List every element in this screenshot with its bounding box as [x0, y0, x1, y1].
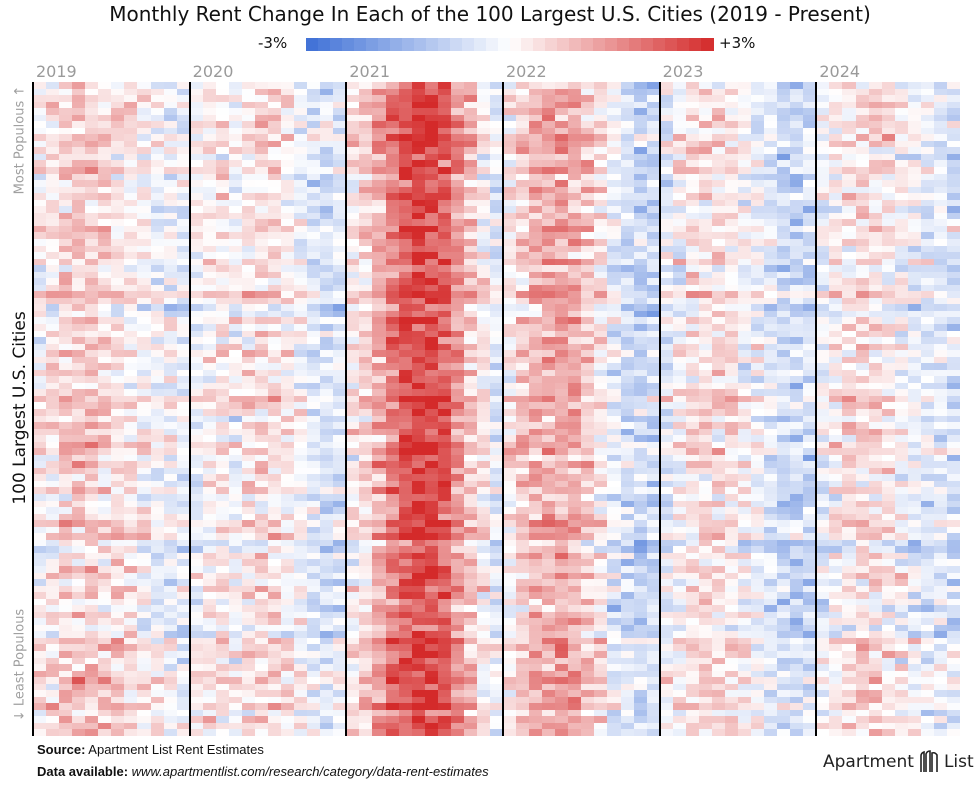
- legend-swatch: [653, 38, 666, 51]
- legend-swatch: [557, 38, 570, 51]
- heatmap-cell: [660, 729, 673, 736]
- heatmap-cell: [320, 729, 333, 736]
- heatmap-cell: [255, 729, 268, 736]
- heatmap-cell: [399, 729, 412, 736]
- year-label-2024: 2024: [819, 62, 860, 81]
- legend-swatch: [390, 38, 403, 51]
- legend-swatch: [366, 38, 379, 51]
- legend-swatch: [330, 38, 343, 51]
- heatmap-cell: [307, 729, 320, 736]
- color-legend-bar: [306, 38, 713, 51]
- legend-swatch: [701, 38, 714, 51]
- year-label-2019: 2019: [36, 62, 77, 81]
- heatmap-cell: [477, 729, 490, 736]
- heatmap-cell: [634, 729, 647, 736]
- legend-swatch: [438, 38, 451, 51]
- heatmap-cell: [59, 729, 72, 736]
- chart-title: Monthly Rent Change In Each of the 100 L…: [0, 2, 980, 26]
- heatmap-cell: [464, 729, 477, 736]
- heatmap-cell: [137, 729, 150, 736]
- legend-swatch: [486, 38, 499, 51]
- legend-max-label: +3%: [719, 34, 755, 52]
- heatmap-cell: [359, 729, 372, 736]
- heatmap-cell: [607, 729, 620, 736]
- heatmap-cell: [621, 729, 634, 736]
- year-label-2022: 2022: [506, 62, 547, 81]
- legend-swatch: [677, 38, 690, 51]
- heatmap-cell: [425, 729, 438, 736]
- heatmap-cell: [281, 729, 294, 736]
- heatmap-cell: [529, 729, 542, 736]
- legend-swatch: [545, 38, 558, 51]
- heatmap-cell: [594, 729, 607, 736]
- legend-swatch: [665, 38, 678, 51]
- legend-swatch: [533, 38, 546, 51]
- heatmap-cell: [372, 729, 385, 736]
- year-label-2021: 2021: [349, 62, 390, 81]
- heatmap-cell: [151, 729, 164, 736]
- heatmap-cell: [190, 729, 203, 736]
- legend-swatch: [426, 38, 439, 51]
- legend-swatch: [510, 38, 523, 51]
- heatmap-cell: [412, 729, 425, 736]
- heatmap-cell: [203, 729, 216, 736]
- heatmap-cell: [451, 729, 464, 736]
- heatmap-cell: [503, 729, 516, 736]
- heatmap-cell: [555, 729, 568, 736]
- heatmap-cell: [164, 729, 177, 736]
- legend-swatch: [474, 38, 487, 51]
- heatmap-cell: [124, 729, 137, 736]
- heatmap-cell: [111, 729, 124, 736]
- heatmap-cell: [268, 729, 281, 736]
- heatmap-cell: [229, 729, 242, 736]
- heatmap-cell: [72, 729, 85, 736]
- heatmap-cell: [438, 729, 451, 736]
- legend-swatch: [354, 38, 367, 51]
- legend-swatch: [306, 38, 319, 51]
- heatmap-cell: [386, 729, 399, 736]
- heatmap-cell: [85, 729, 98, 736]
- legend-swatch: [629, 38, 642, 51]
- heatmap-cell: [98, 729, 111, 736]
- legend-swatch: [378, 38, 391, 51]
- legend-swatch: [462, 38, 475, 51]
- heatmap-cell: [242, 729, 255, 736]
- heatmap-cell: [542, 729, 555, 736]
- legend-swatch: [581, 38, 594, 51]
- legend-swatch: [521, 38, 534, 51]
- legend-swatch: [569, 38, 582, 51]
- heatmap-cell: [346, 729, 359, 736]
- legend-swatch: [342, 38, 355, 51]
- heatmap-cell: [516, 729, 529, 736]
- legend-min-label: -3%: [258, 34, 287, 52]
- heatmap-cell: [46, 729, 59, 736]
- legend-swatch: [498, 38, 511, 51]
- year-label-2020: 2020: [193, 62, 234, 81]
- legend-swatch: [641, 38, 654, 51]
- heatmap-cell: [216, 729, 229, 736]
- heatmap-cell: [568, 729, 581, 736]
- legend-swatch: [318, 38, 331, 51]
- legend-swatch: [450, 38, 463, 51]
- legend-swatch: [689, 38, 702, 51]
- heatmap-cell: [294, 729, 307, 736]
- legend-swatch: [617, 38, 630, 51]
- heatmap-cell: [33, 729, 46, 736]
- legend-swatch: [605, 38, 618, 51]
- legend-swatch: [414, 38, 427, 51]
- heatmap-cell: [581, 729, 594, 736]
- legend-swatch: [593, 38, 606, 51]
- legend-swatch: [402, 38, 415, 51]
- year-label-2023: 2023: [663, 62, 704, 81]
